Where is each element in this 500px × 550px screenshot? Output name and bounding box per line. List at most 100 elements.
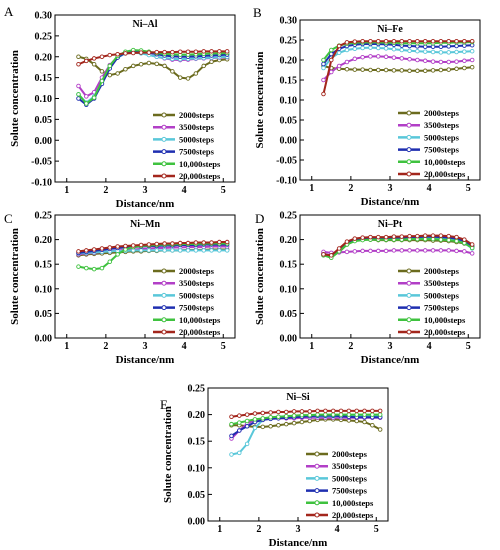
data-point xyxy=(237,428,242,433)
data-point xyxy=(391,55,397,60)
y-tick-label: 0.00 xyxy=(280,334,298,345)
data-point xyxy=(415,48,420,54)
data-point xyxy=(284,421,289,427)
legend-entry: 20,000steps xyxy=(306,510,374,520)
legend-marker xyxy=(406,280,412,286)
data-point xyxy=(146,60,152,66)
data-point xyxy=(462,65,467,71)
data-point xyxy=(237,420,242,425)
y-tick-label: 0.30 xyxy=(35,11,53,22)
data-point xyxy=(407,56,412,62)
x-tick-label: 5 xyxy=(374,524,379,535)
data-point xyxy=(193,240,199,245)
data-point xyxy=(76,54,81,60)
data-point xyxy=(260,424,266,430)
data-point xyxy=(146,242,152,247)
y-tick-label: -0.05 xyxy=(31,157,52,168)
legend-marker xyxy=(406,122,412,128)
legend-entry: 5000steps xyxy=(398,132,460,142)
legend-marker xyxy=(314,451,320,457)
data-point xyxy=(170,49,175,55)
data-point xyxy=(360,38,365,44)
data-point xyxy=(107,52,113,58)
legend-entry: 5000steps xyxy=(398,290,460,300)
panel-letter: C xyxy=(4,211,13,226)
x-tick-label: 1 xyxy=(309,183,314,194)
data-point xyxy=(344,59,350,65)
legend-label: 2000steps xyxy=(424,108,460,118)
legend-marker xyxy=(161,305,167,311)
data-point xyxy=(224,49,230,54)
legend-label: 5000steps xyxy=(179,134,215,144)
data-point xyxy=(154,241,159,247)
y-tick-label: 0.05 xyxy=(280,309,298,320)
data-point xyxy=(454,238,459,244)
legend-marker xyxy=(161,149,167,155)
data-point xyxy=(346,408,352,414)
x-axis-label: Distance/nm xyxy=(361,196,420,208)
x-axis-label: Distance/nm xyxy=(269,537,328,549)
data-point xyxy=(91,95,97,100)
legend-marker xyxy=(406,171,412,177)
data-point xyxy=(323,408,328,414)
data-point xyxy=(422,49,428,54)
legend-entry: 20,000steps xyxy=(153,327,221,337)
x-tick-label: 3 xyxy=(143,341,148,352)
data-point xyxy=(422,44,428,50)
data-point xyxy=(376,38,381,44)
data-point xyxy=(201,49,206,54)
data-point xyxy=(299,419,305,425)
legend-marker xyxy=(314,475,320,481)
y-tick-label: 0.25 xyxy=(280,36,298,47)
data-point xyxy=(368,67,373,73)
data-point xyxy=(123,243,128,249)
data-point xyxy=(323,412,328,417)
data-point xyxy=(201,248,206,253)
data-point xyxy=(330,412,336,417)
data-point xyxy=(321,77,326,83)
data-point xyxy=(276,422,281,428)
data-point xyxy=(354,408,359,414)
data-point xyxy=(407,38,412,44)
data-point xyxy=(454,38,459,44)
series-2000steps xyxy=(321,63,475,74)
data-point xyxy=(346,412,352,417)
x-tick-label: 2 xyxy=(348,341,353,352)
data-point xyxy=(91,247,97,252)
data-point xyxy=(438,233,444,238)
legend-entry: 10,000steps xyxy=(153,159,221,169)
data-point xyxy=(469,38,475,44)
data-point xyxy=(368,248,373,254)
data-point xyxy=(344,47,350,53)
data-point xyxy=(336,63,342,69)
legend-label: 10,000steps xyxy=(179,315,221,325)
y-axis-label: Solute concentration xyxy=(254,228,266,325)
data-point xyxy=(244,441,250,447)
data-point xyxy=(229,414,234,419)
data-point xyxy=(321,65,326,71)
data-point xyxy=(469,64,475,70)
y-tick-label: 0.10 xyxy=(35,94,53,105)
data-point xyxy=(268,410,273,415)
y-tick-label: 0.20 xyxy=(188,410,206,421)
legend-marker xyxy=(406,147,412,153)
data-point xyxy=(209,248,214,253)
data-point xyxy=(307,412,312,418)
data-point xyxy=(360,54,365,60)
legend-label: 7500steps xyxy=(424,303,460,313)
data-point xyxy=(146,50,152,55)
data-point xyxy=(383,54,389,60)
data-point xyxy=(376,45,381,51)
data-point xyxy=(462,38,467,44)
data-point xyxy=(446,67,451,72)
data-point xyxy=(336,50,342,56)
data-point xyxy=(84,94,89,99)
data-point xyxy=(422,68,428,74)
data-point xyxy=(430,59,436,64)
data-point xyxy=(99,246,105,251)
x-tick-label: 3 xyxy=(296,524,301,535)
legend-label: 5000steps xyxy=(179,290,215,300)
y-tick-label: 0.00 xyxy=(35,334,53,345)
data-point xyxy=(446,237,451,243)
legend-label: 3500steps xyxy=(179,122,215,132)
